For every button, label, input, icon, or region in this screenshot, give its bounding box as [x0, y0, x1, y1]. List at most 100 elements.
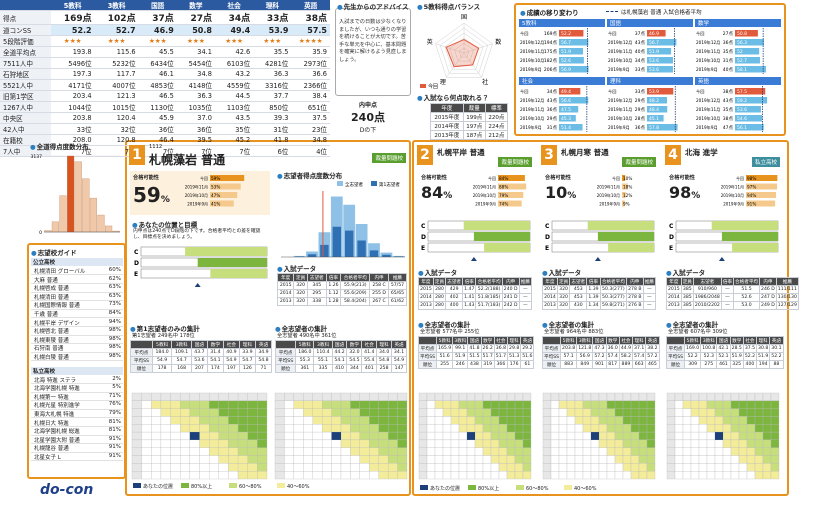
cell: 344	[346, 364, 363, 373]
cell: 2014	[418, 293, 434, 302]
grid-cell	[714, 400, 724, 409]
grid-chart	[418, 392, 532, 480]
row-label: 5521人中	[0, 79, 51, 91]
grid-cell	[321, 408, 332, 417]
row: 順位 178 168 207 174 197 126 71	[130, 364, 273, 373]
guide-pct: 84%	[108, 310, 121, 316]
trend-subject: 英語	[698, 77, 710, 85]
grade-label: C	[134, 249, 139, 256]
grid-cell	[698, 471, 708, 480]
trend-note: は札幌藻岩 普通 入試合格者平均	[621, 10, 702, 16]
trend-panel-header	[695, 77, 781, 85]
grid-cell	[466, 424, 476, 433]
legend-swatch	[133, 483, 141, 488]
grid-cell	[482, 424, 492, 433]
cell: 52.6	[733, 293, 761, 302]
trend-score: 43点	[635, 40, 646, 46]
grid-cell	[482, 400, 492, 409]
cell: 42.1	[716, 344, 731, 353]
grid-cell	[284, 400, 295, 409]
grid-cell	[208, 392, 219, 401]
trend-row-label: 2019年10月	[608, 57, 632, 64]
guide-pct: 98%	[108, 344, 121, 351]
corner	[417, 336, 438, 345]
grid-cell	[770, 455, 780, 464]
grid-cell	[340, 447, 351, 456]
grid-cell	[770, 431, 780, 441]
trend-bar	[559, 57, 584, 64]
row-label: 全道平均点	[0, 46, 51, 58]
grid-cell	[674, 392, 684, 401]
legend-swatch	[420, 485, 428, 490]
cell: 37.1	[632, 344, 647, 353]
grade-label: D	[134, 260, 139, 267]
row-label: 7人中	[0, 145, 51, 157]
grid-cell	[387, 424, 398, 433]
grid-cell	[574, 471, 584, 480]
grid-cell	[490, 400, 500, 409]
you-marker	[718, 257, 725, 261]
row-label: 得点	[0, 10, 51, 25]
grid-cell	[482, 392, 492, 401]
trend-bar	[647, 124, 678, 131]
grid-cell	[274, 471, 285, 480]
cell: 53.6	[190, 356, 208, 365]
grid-cell	[622, 439, 632, 448]
col-header: 合格者平均	[475, 277, 503, 286]
corner	[0, 0, 51, 11]
possibility-label: 合格可能性	[545, 175, 571, 181]
grid-cell	[722, 416, 732, 425]
grid-cell	[466, 400, 476, 409]
grid-cell	[682, 447, 692, 456]
trend-panel-header	[607, 19, 693, 27]
grid-cell	[598, 400, 608, 409]
cell: 1.28	[325, 297, 342, 306]
cell: 7位	[138, 145, 177, 157]
school-name: 札幌平岸 普通	[437, 148, 485, 157]
trend-bar	[735, 57, 760, 64]
grid-cell	[228, 416, 239, 425]
trend-score: 194点	[544, 40, 558, 46]
trend-label: 2019年11月	[473, 184, 496, 190]
grid-cell	[180, 463, 191, 472]
grid-cell	[498, 392, 508, 401]
guide-pct: 94%	[108, 318, 121, 325]
col-header: 推薦	[775, 277, 799, 286]
trend-score: 29点	[635, 98, 646, 104]
trend-value-label: 9%	[623, 202, 630, 207]
trend-bar	[559, 39, 589, 46]
grid-cell	[160, 439, 171, 448]
grid-cell	[247, 463, 258, 472]
guide-school: 北星学園大附 普通	[34, 437, 80, 444]
grid-cell	[284, 424, 295, 433]
school-panel: 3 札幌月寒 普通 裁量問題校 合格可能性 10% 今回 10% 2019年11月 18% 201…	[539, 143, 660, 493]
grid-cell	[378, 424, 389, 433]
grid-cell	[228, 400, 239, 409]
grid-cell	[622, 471, 632, 480]
col-header: 内申	[369, 273, 389, 282]
naishin-value: 240点	[351, 111, 385, 124]
row: 石狩地区 197.3 117.7 46.1 34.8 43.2 36.3 36.6	[0, 68, 330, 80]
trend-bar-label: 56.7	[561, 40, 571, 46]
grid-cell	[397, 471, 408, 480]
grid-cell	[614, 463, 624, 472]
grid-cell	[359, 471, 370, 480]
guide-section: 私立高校	[31, 366, 123, 375]
grid-cell	[274, 431, 285, 441]
grid-cell	[638, 408, 648, 417]
grid-cell	[284, 392, 295, 401]
cell: 41.4	[361, 348, 378, 357]
grid-cell	[257, 416, 268, 425]
cell: 207	[190, 364, 208, 373]
grid-cell	[762, 400, 772, 409]
cell: 258 C	[369, 281, 389, 290]
section-title: あなたの位置と目標	[132, 219, 198, 229]
cell: 39.3	[253, 112, 292, 124]
trend-label: 今回	[488, 175, 496, 181]
grid-cell	[442, 431, 452, 441]
grid-cell	[574, 400, 584, 409]
guide-pct: 79%	[108, 410, 121, 416]
grid-cell	[199, 471, 210, 480]
trend-value-label: 91%	[747, 202, 756, 207]
section-title: 5教科得点バランス	[417, 1, 480, 11]
